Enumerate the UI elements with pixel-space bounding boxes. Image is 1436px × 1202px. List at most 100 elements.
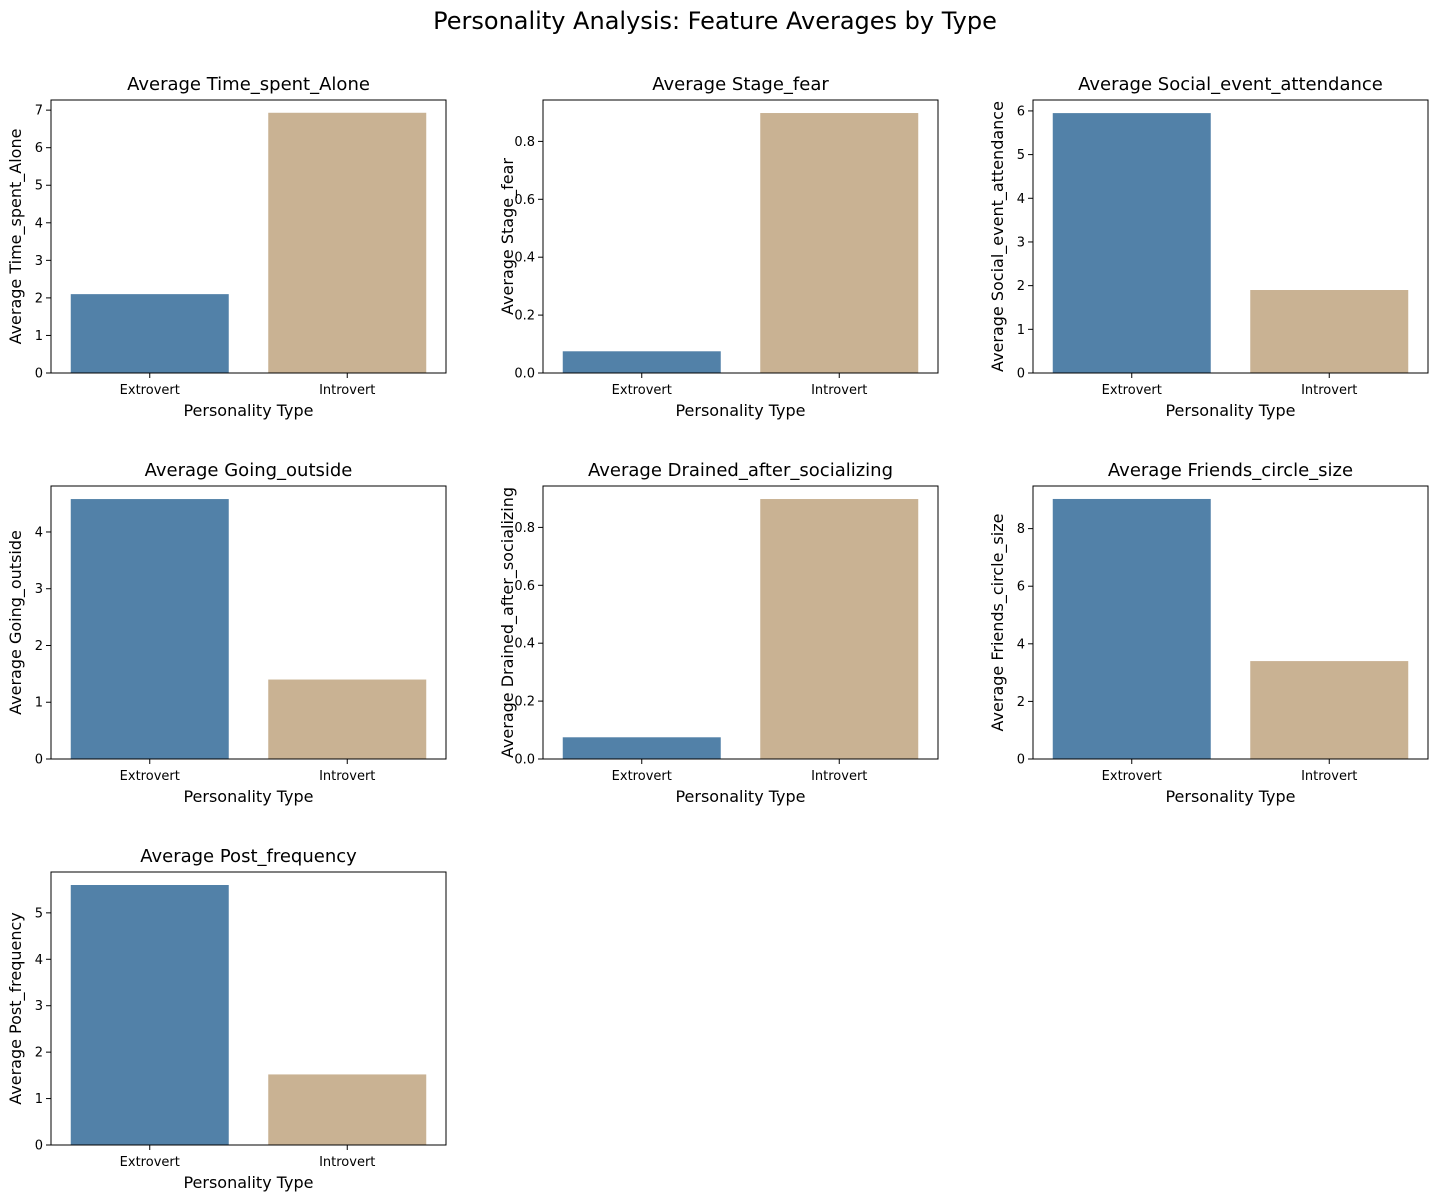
y-tick-label: 0 [35,753,43,768]
y-tick-label: 1 [35,329,43,344]
plot-frame [1032,99,1429,374]
x-tick-label: Introvert [319,383,375,398]
y-tick-label: 2 [35,291,43,306]
x-tick-label: Extrovert [120,769,180,784]
x-tick-label: Introvert [319,1155,375,1170]
x-axis-label: Personality Type [183,1173,313,1192]
x-tick-label: Extrovert [120,1155,180,1170]
x-axis-label: Personality Type [1165,401,1295,420]
y-tick-label: 2 [35,1046,43,1061]
bar-introvert [760,113,919,373]
plot-frame [50,99,447,374]
bar-introvert [268,679,427,759]
y-tick-label: 5 [35,906,43,921]
y-tick-label: 0.4 [514,251,535,266]
y-tick-label: 1 [35,696,43,711]
x-tick-label: Introvert [319,769,375,784]
y-axis-label: Average Time_spent_Alone [6,129,26,345]
x-tick-label: Extrovert [1102,383,1162,398]
y-axis-label: Average Social_event_attendance [988,101,1008,372]
x-axis-label: Personality Type [183,401,313,420]
x-tick-label: Extrovert [612,769,672,784]
bar-extrovert [562,737,721,759]
y-tick-label: 4 [1017,192,1025,207]
y-tick-label: 5 [35,179,43,194]
bar-extrovert [70,499,229,759]
y-tick-label: 4 [1017,637,1025,652]
x-tick-label: Extrovert [120,383,180,398]
x-axis-label: Personality Type [183,787,313,806]
chart-title: Average Drained_after_socializing [588,460,893,481]
bar-extrovert [562,351,721,373]
bar-extrovert [70,294,229,373]
chart-panel: 0.0 0.2 0.4 0.6 0.8 Extrovert Introvert Average… [498,460,939,806]
y-tick-label: 6 [35,141,43,156]
y-tick-label: 2 [1017,695,1025,710]
plot-frame [542,485,939,760]
bar-introvert [1250,661,1409,759]
x-tick-label: Introvert [1301,383,1357,398]
y-axis-label: Average Post_frequency [6,912,26,1105]
y-tick-label: 3 [35,582,43,597]
x-tick-label: Introvert [1301,769,1357,784]
y-tick-label: 0.6 [514,193,535,208]
y-tick-label: 6 [1017,104,1025,119]
y-tick-label: 5 [1017,148,1025,163]
plot-frame [1032,485,1429,760]
plot-frame [542,99,939,374]
y-tick-label: 0 [35,367,43,382]
chart-panel: 0 1 2 3 4 Extrovert Introvert Average Going_out… [6,460,447,806]
bar-introvert [268,112,427,373]
y-tick-label: 3 [1017,235,1025,250]
y-tick-label: 4 [35,525,43,540]
y-axis-label: Average Friends_circle_size [988,514,1008,732]
x-axis-label: Personality Type [675,401,805,420]
y-tick-label: 6 [1017,580,1025,595]
chart-grid: 0 1 2 3 4 5 6 7 Extrovert Introvert Average Time_s… [6,74,1429,1192]
x-tick-label: Introvert [811,383,867,398]
y-axis-label: Average Going_outside [6,530,26,715]
bar-extrovert [70,885,229,1145]
y-tick-label: 0.0 [514,753,535,768]
chart-title: Average Time_spent_Alone [127,74,370,95]
y-axis-label: Average Drained_after_socializing [498,487,518,758]
y-tick-label: 0.0 [514,367,535,382]
x-tick-label: Introvert [811,769,867,784]
y-tick-label: 0 [35,1139,43,1154]
y-tick-label: 4 [35,216,43,231]
chart-title: Average Friends_circle_size [1108,460,1353,481]
y-tick-label: 7 [35,104,43,119]
chart-panel: 0 1 2 3 4 5 6 7 Extrovert Introvert Average Time_s… [6,74,447,420]
chart-title: Average Social_event_attendance [1078,74,1383,95]
y-tick-label: 0 [1017,367,1025,382]
y-tick-label: 0.2 [514,309,535,324]
y-tick-label: 0.8 [514,135,535,150]
chart-title: Average Going_outside [145,460,353,481]
figure-title: Personality Analysis: Feature Averages b… [433,7,997,35]
chart-title: Average Stage_fear [652,74,829,95]
chart-panel: 0 1 2 3 4 5 Extrovert Introvert Average Post_fre… [6,846,447,1192]
bar-extrovert [1052,498,1211,759]
bar-introvert [760,499,919,759]
y-tick-label: 0.2 [514,695,535,710]
y-tick-label: 0 [1017,753,1025,768]
y-tick-label: 3 [35,254,43,269]
bar-extrovert [1052,113,1211,373]
y-tick-label: 3 [35,999,43,1014]
plot-frame [50,871,447,1146]
x-tick-label: Extrovert [1102,769,1162,784]
y-tick-label: 2 [1017,279,1025,294]
y-tick-label: 2 [35,639,43,654]
y-tick-label: 1 [35,1092,43,1107]
chart-title: Average Post_frequency [140,846,357,867]
bar-introvert [268,1074,427,1145]
y-tick-label: 0.4 [514,637,535,652]
y-axis-label: Average Stage_fear [498,158,518,315]
chart-panel: 0 2 4 6 8 Extrovert Introvert Average Friends_c… [988,460,1429,806]
y-tick-label: 0.8 [514,521,535,536]
x-tick-label: Extrovert [612,383,672,398]
y-tick-label: 4 [35,953,43,968]
y-tick-label: 0.6 [514,579,535,594]
y-tick-label: 8 [1017,522,1025,537]
